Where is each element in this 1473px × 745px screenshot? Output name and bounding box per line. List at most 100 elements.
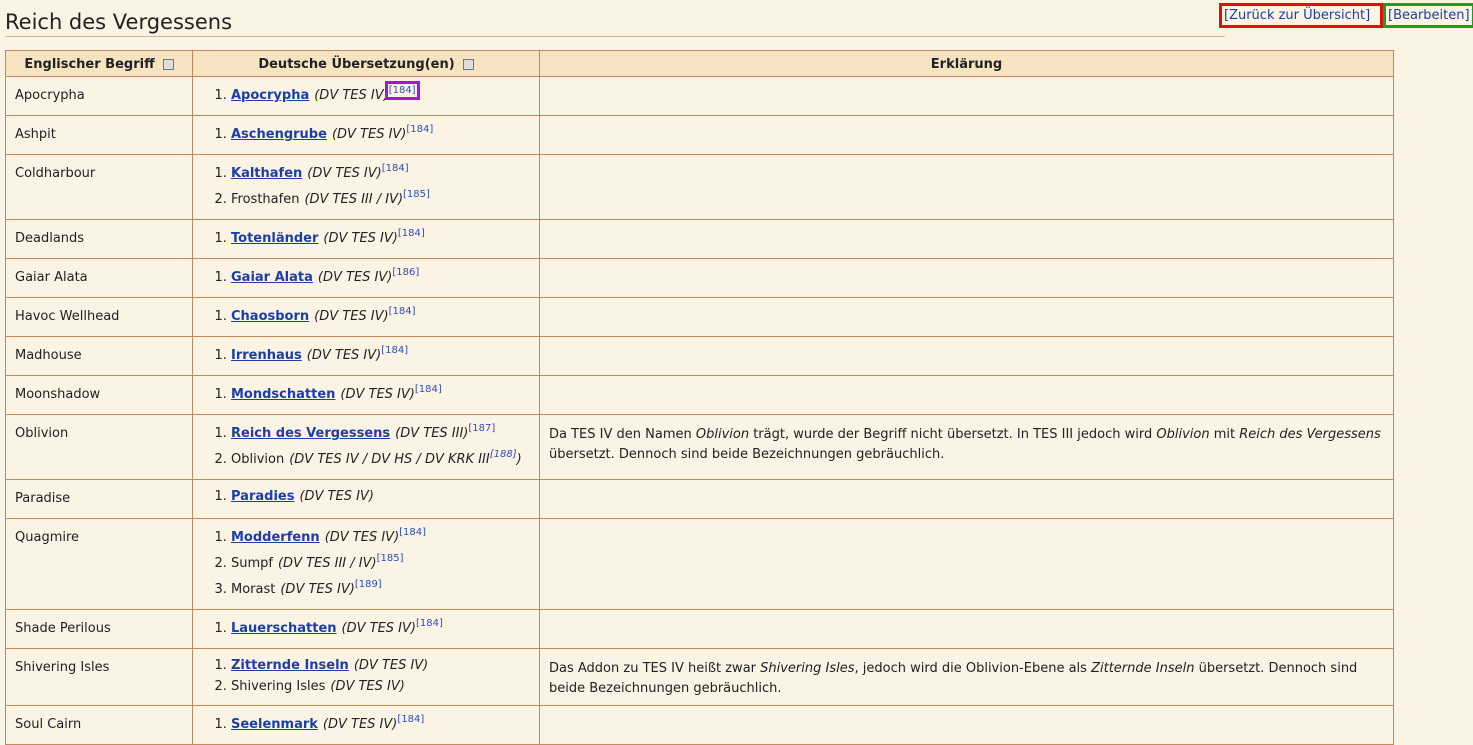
translation-list: Aschengrube (DV TES IV)[184] — [202, 122, 530, 148]
reference[interactable]: [185] — [377, 553, 404, 564]
text-segment: (DV TES IV) — [332, 127, 406, 142]
translation-link[interactable]: Modderfenn — [231, 530, 320, 545]
text-segment: (DV TES IV) — [323, 231, 397, 246]
explanation-cell — [540, 610, 1394, 649]
text-segment: Oblivion — [1156, 427, 1209, 442]
header-row: Englischer Begriff Deutsche Übersetzung(… — [6, 51, 1394, 77]
table-row: Shade PerilousLauerschatten(DV TES IV)[1… — [6, 610, 1394, 649]
reference[interactable]: [189] — [355, 579, 382, 590]
reference[interactable]: [185] — [403, 189, 430, 200]
translation-list: Kalthafen(DV TES IV)[184]Frosthafen(DV T… — [202, 161, 530, 213]
text-segment: Shivering Isles — [760, 661, 854, 676]
translation-link[interactable]: Totenländer — [231, 231, 318, 246]
translation-item: Oblivion (DV TES IV / DV HS / DV KRK III[… — [231, 447, 530, 473]
reference[interactable]: [184] — [416, 618, 443, 629]
english-term: Coldharbour — [6, 155, 193, 220]
reference[interactable]: [184] — [406, 124, 433, 135]
reference[interactable]: [184] — [381, 345, 408, 356]
translation-link[interactable]: Zitternde Inseln — [231, 658, 349, 673]
reference[interactable]: [184] — [389, 85, 416, 96]
table-row: ColdharbourKalthafen(DV TES IV)[184]Fros… — [6, 155, 1394, 220]
reference[interactable]: [186] — [392, 267, 419, 278]
translations-cell: Gaiar Alata(DV TES IV)[186] — [193, 259, 540, 298]
reference[interactable]: [184] — [398, 228, 425, 239]
reference[interactable]: [184] — [397, 714, 424, 725]
text-segment: (DV TES IV) — [330, 679, 404, 694]
translations-cell: Apocrypha(DV TES IV)[184] — [193, 77, 540, 116]
reference[interactable]: [188] — [490, 449, 517, 460]
english-term: Moonshadow — [6, 376, 193, 415]
text-segment: Sumpf — [231, 556, 273, 571]
reference[interactable]: [184] — [382, 163, 409, 174]
english-term: Oblivion — [6, 415, 193, 480]
text-segment: (DV TES IV) — [340, 387, 414, 402]
translation-link[interactable]: Paradies — [231, 489, 294, 504]
text-segment: Da TES IV den Namen — [549, 427, 696, 442]
header-text: Deutsche Übersetzung(en) — [258, 57, 454, 72]
table-row: Moonshadow Mondschatten (DV TES IV)[184] — [6, 376, 1394, 415]
explanation-cell: Das Addon zu TES IV heißt zwar Shivering… — [540, 649, 1394, 706]
column-header[interactable]: Deutsche Übersetzung(en) — [193, 51, 540, 77]
table-row: MadhouseIrrenhaus(DV TES IV)[184] — [6, 337, 1394, 376]
text-segment: trägt, wurde der Begriff nicht übersetzt… — [749, 427, 1156, 442]
translation-link[interactable]: Lauerschatten — [231, 621, 337, 636]
translation-item: Totenländer (DV TES IV)[184] — [231, 226, 530, 252]
translation-link[interactable]: Irrenhaus — [231, 348, 302, 363]
translations-cell: Kalthafen(DV TES IV)[184]Frosthafen(DV T… — [193, 155, 540, 220]
english-term: Quagmire — [6, 519, 193, 610]
english-term: Paradise — [6, 480, 193, 519]
translation-link[interactable]: Kalthafen — [231, 166, 302, 181]
sort-icon[interactable] — [463, 59, 474, 70]
text-segment: (DV TES IV) — [323, 717, 397, 732]
translation-item: Lauerschatten(DV TES IV)[184] — [231, 616, 530, 642]
translation-item: Gaiar Alata(DV TES IV)[186] — [231, 265, 530, 291]
translation-link[interactable]: Gaiar Alata — [231, 270, 313, 285]
text-segment: Frosthafen — [231, 192, 299, 207]
table-row: Soul CairnSeelenmark(DV TES IV)[184] — [6, 706, 1394, 745]
translation-link[interactable]: Apocrypha — [231, 88, 309, 103]
text-segment: mit — [1210, 427, 1240, 442]
translations-cell: Modderfenn(DV TES IV)[184]Sumpf(DV TES I… — [193, 519, 540, 610]
table-row: DeadlandsTotenländer(DV TES IV)[184] — [6, 220, 1394, 259]
text-segment: (DV TES IV) — [325, 530, 399, 545]
translation-list: Reich des Vergessens (DV TES III)[187] Obl… — [202, 421, 530, 473]
reference[interactable]: [184] — [415, 384, 442, 395]
translation-list: Paradies(DV TES IV) — [202, 486, 530, 507]
translation-list: Apocrypha(DV TES IV)[184] — [202, 83, 530, 109]
sort-icon[interactable] — [163, 59, 174, 70]
explanation-cell — [540, 116, 1394, 155]
back-link[interactable]: [Zurück zur Übersicht] — [1219, 3, 1383, 28]
explanation-cell — [540, 298, 1394, 337]
english-term: Apocrypha — [6, 77, 193, 116]
edit-link[interactable]: [Bearbeiten] — [1383, 3, 1473, 28]
translations-cell: Chaosborn(DV TES IV)[184] — [193, 298, 540, 337]
text-segment: ) — [517, 452, 522, 467]
reference[interactable]: [184] — [399, 527, 426, 538]
reference[interactable]: [187] — [468, 423, 495, 434]
translation-list: Gaiar Alata(DV TES IV)[186] — [202, 265, 530, 291]
translation-item: Irrenhaus(DV TES IV)[184] — [231, 343, 530, 369]
translation-list: Seelenmark (DV TES IV)[184] — [202, 712, 530, 738]
translations-cell: Mondschatten (DV TES IV)[184] — [193, 376, 540, 415]
text-segment: Morast — [231, 582, 275, 597]
text-segment: Oblivion — [231, 452, 284, 467]
translation-item: Frosthafen (DV TES III / IV)[185] — [231, 187, 530, 213]
translation-item: Zitternde Inseln(DV TES IV) — [231, 655, 530, 676]
text-segment: (DV TES IV / DV HS / DV KRK III — [289, 452, 489, 467]
text-segment: (DV TES III / IV) — [304, 192, 403, 207]
translation-list: Mondschatten (DV TES IV)[184] — [202, 382, 530, 408]
translation-link[interactable]: Mondschatten — [231, 387, 335, 402]
translation-list: Chaosborn(DV TES IV)[184] — [202, 304, 530, 330]
translation-link[interactable]: Reich des Vergessens — [231, 426, 390, 441]
translation-link[interactable]: Seelenmark — [231, 717, 318, 732]
table-row: QuagmireModderfenn(DV TES IV)[184]Sumpf(… — [6, 519, 1394, 610]
translation-link[interactable]: Chaosborn — [231, 309, 309, 324]
text-segment: (DV TES III) — [395, 426, 468, 441]
header-text: Erklärung — [931, 57, 1002, 72]
translations-cell: Irrenhaus(DV TES IV)[184] — [193, 337, 540, 376]
translation-link[interactable]: Aschengrube — [231, 127, 327, 142]
translation-list: Lauerschatten(DV TES IV)[184] — [202, 616, 530, 642]
reference[interactable]: [184] — [389, 306, 416, 317]
text-segment: (DV TES IV) — [280, 582, 354, 597]
column-header[interactable]: Englischer Begriff — [6, 51, 193, 77]
